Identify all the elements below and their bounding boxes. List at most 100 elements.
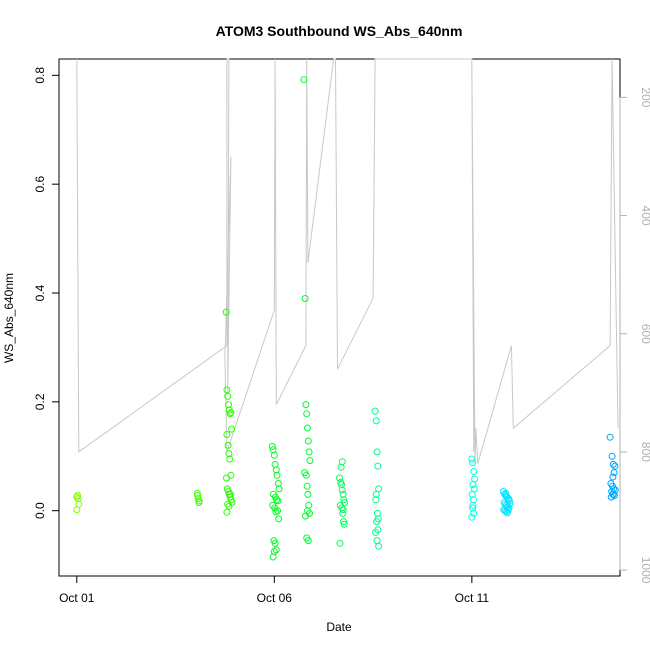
x-axis-label: Date bbox=[326, 620, 352, 634]
data-point bbox=[74, 492, 82, 499]
data-point bbox=[606, 433, 614, 441]
data-point bbox=[300, 76, 308, 84]
pressure-track bbox=[76, 58, 619, 464]
data-point bbox=[274, 480, 282, 487]
data-point bbox=[224, 441, 232, 449]
data-point bbox=[268, 443, 276, 450]
data-point bbox=[271, 460, 279, 468]
y2-axis: 200 400 600 800 1000 bbox=[619, 87, 650, 584]
data-point bbox=[304, 424, 311, 432]
data-point bbox=[470, 468, 478, 475]
data-point bbox=[469, 481, 477, 489]
plot-frame bbox=[58, 58, 621, 577]
data-point bbox=[226, 455, 234, 463]
data-point bbox=[338, 486, 346, 494]
data-point bbox=[274, 507, 281, 515]
data-point bbox=[275, 485, 283, 493]
data-point bbox=[372, 417, 380, 425]
data-point bbox=[611, 462, 619, 470]
data-point bbox=[468, 513, 476, 521]
data-point bbox=[372, 490, 380, 498]
data-point bbox=[505, 495, 513, 503]
y-tick-label: 0.2 bbox=[33, 393, 47, 410]
data-point bbox=[610, 469, 618, 477]
data-point bbox=[338, 458, 346, 466]
y-tick-label: 0.6 bbox=[33, 176, 47, 193]
data-point bbox=[336, 539, 344, 547]
data-point bbox=[338, 481, 345, 489]
data-point bbox=[609, 460, 617, 468]
data-point bbox=[304, 537, 312, 545]
data-point bbox=[372, 496, 380, 504]
y2-tick-label: 600 bbox=[639, 324, 650, 344]
data-point bbox=[502, 489, 510, 497]
data-point bbox=[302, 401, 310, 409]
data-point bbox=[336, 474, 343, 482]
data-point bbox=[470, 509, 478, 517]
data-point bbox=[224, 392, 232, 400]
data-point bbox=[502, 508, 510, 516]
data-point bbox=[304, 507, 311, 515]
data-point bbox=[227, 496, 235, 504]
data-point bbox=[228, 425, 236, 433]
y-tick-label: 0.8 bbox=[33, 67, 47, 84]
x-tick-label: Oct 01 bbox=[59, 591, 95, 605]
data-point bbox=[339, 506, 347, 514]
data-point bbox=[271, 539, 279, 547]
y2-tick-label: 1000 bbox=[639, 557, 650, 584]
data-point bbox=[469, 501, 477, 509]
data-point bbox=[273, 496, 281, 504]
data-point bbox=[223, 386, 231, 394]
data-point bbox=[609, 490, 617, 498]
y-tick-label: 0.0 bbox=[33, 502, 47, 519]
chart-title: ATOM3 Southbound WS_Abs_640nm bbox=[216, 23, 463, 39]
data-point bbox=[227, 490, 234, 498]
data-point bbox=[339, 509, 347, 517]
data-points bbox=[73, 76, 619, 561]
data-point bbox=[223, 474, 230, 482]
data-point bbox=[270, 451, 278, 459]
data-point bbox=[272, 508, 280, 516]
data-point bbox=[223, 508, 231, 516]
data-point bbox=[272, 466, 280, 474]
data-point bbox=[303, 410, 311, 418]
data-point bbox=[373, 448, 381, 456]
data-point bbox=[225, 502, 233, 510]
data-point bbox=[227, 471, 235, 479]
data-point bbox=[504, 506, 512, 514]
data-point bbox=[225, 401, 232, 409]
y2-tick-label: 800 bbox=[639, 442, 650, 462]
data-point bbox=[340, 520, 348, 528]
data-point bbox=[371, 407, 379, 415]
data-point bbox=[194, 492, 202, 499]
data-point bbox=[275, 515, 283, 523]
data-point bbox=[374, 462, 382, 470]
data-point bbox=[468, 455, 476, 463]
pressure-line bbox=[76, 58, 619, 464]
y-axis: 0.0 0.2 0.4 0.6 0.8 bbox=[33, 67, 60, 519]
data-point bbox=[226, 410, 234, 418]
data-point bbox=[303, 482, 311, 490]
y-tick-label: 0.4 bbox=[33, 284, 47, 301]
data-point bbox=[222, 308, 230, 316]
data-point bbox=[223, 431, 231, 438]
data-point bbox=[306, 457, 314, 465]
data-point bbox=[272, 546, 280, 554]
data-point bbox=[269, 553, 277, 561]
data-point bbox=[302, 471, 310, 479]
data-point bbox=[273, 471, 281, 479]
data-point bbox=[609, 473, 617, 481]
y-axis-label: WS_Abs_640nm bbox=[2, 273, 16, 363]
data-point bbox=[301, 295, 309, 302]
data-point bbox=[372, 529, 379, 536]
data-point bbox=[304, 437, 312, 445]
data-point bbox=[373, 518, 381, 526]
data-point bbox=[338, 504, 346, 512]
data-point bbox=[339, 490, 347, 498]
data-point bbox=[340, 518, 347, 526]
y2-tick-label: 400 bbox=[639, 206, 650, 226]
data-point bbox=[608, 452, 616, 460]
data-point bbox=[227, 409, 235, 417]
data-point bbox=[304, 490, 312, 498]
